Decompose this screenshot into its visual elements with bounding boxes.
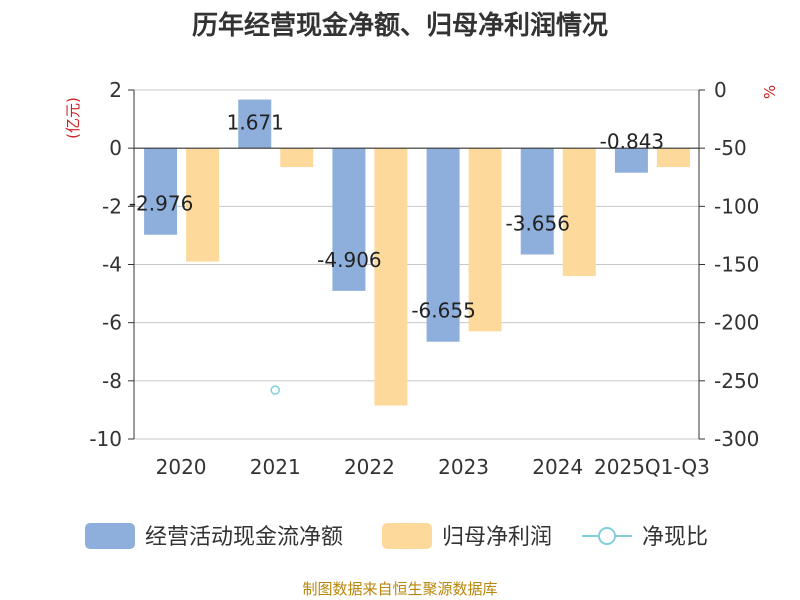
x-tick-label: 2022	[344, 455, 395, 479]
bar-net-profit	[656, 148, 690, 168]
bar-cashflow	[614, 148, 648, 173]
x-tick-label: 2024	[532, 455, 583, 479]
data-label-cashflow: -0.843	[600, 130, 664, 154]
legend-label-cashflow: 经营活动现金流净额	[145, 525, 343, 550]
ratio-point	[270, 385, 280, 395]
data-label-cashflow: -4.906	[317, 248, 381, 272]
legend: 经营活动现金流净额 归母净利润 净现比	[85, 523, 708, 550]
left-tick-label: -4	[102, 253, 122, 277]
axes: 20-2-4-6-8-100-50-100-150-200-250-300202…	[89, 78, 759, 479]
chart-title: 历年经营现金净额、归母净利润情况	[192, 10, 608, 41]
right-tick-label: -200	[714, 311, 759, 335]
bar-cashflow	[426, 148, 460, 342]
legend-marker-ratio	[598, 527, 616, 545]
data-label-cashflow: -2.976	[129, 192, 193, 216]
right-tick-label: -300	[714, 427, 759, 451]
x-tick-label: 2020	[156, 455, 207, 479]
x-tick-label: 2021	[250, 455, 301, 479]
right-tick-label: -50	[714, 136, 747, 160]
bar-cashflow	[332, 148, 366, 291]
left-tick-label: -6	[102, 311, 122, 335]
left-tick-label: -10	[89, 427, 122, 451]
left-tick-label: 2	[109, 78, 122, 102]
source-note: 制图数据来自恒生聚源数据库	[302, 580, 497, 598]
bar-cashflow	[520, 148, 554, 255]
bar-net-profit	[468, 148, 502, 332]
right-tick-label: -250	[714, 369, 759, 393]
data-label-cashflow: -3.656	[506, 211, 570, 235]
left-axis-unit: (亿元)	[64, 97, 82, 139]
legend-label-ratio: 净现比	[642, 525, 708, 550]
right-tick-label: -100	[714, 194, 759, 218]
bar-net-profit	[562, 148, 596, 277]
bar-net-profit	[186, 148, 220, 262]
left-tick-label: -8	[102, 369, 122, 393]
bar-net-profit	[280, 148, 314, 168]
bars	[144, 99, 690, 406]
x-tick-label: 2025Q1-Q3	[594, 455, 710, 479]
gridlines	[134, 89, 699, 440]
left-tick-label: -2	[102, 194, 122, 218]
left-tick-label: 0	[109, 136, 122, 160]
x-tick-label: 2023	[438, 455, 489, 479]
data-labels: -2.976 1.671 -4.906 -6.655 -3.656 -0.843	[129, 111, 664, 323]
bar-cashflow	[144, 148, 178, 235]
bar-net-profit	[374, 148, 408, 406]
legend-swatch-net-profit	[382, 523, 432, 549]
bar-cashflow	[238, 99, 272, 149]
legend-swatch-cashflow	[85, 523, 135, 549]
data-label-cashflow: -6.655	[411, 299, 475, 323]
legend-label-net-profit: 归母净利润	[442, 525, 552, 550]
right-tick-label: -150	[714, 253, 759, 277]
right-axis-unit: %	[761, 85, 779, 99]
data-label-cashflow: 1.671	[227, 111, 284, 135]
right-tick-label: 0	[714, 78, 727, 102]
